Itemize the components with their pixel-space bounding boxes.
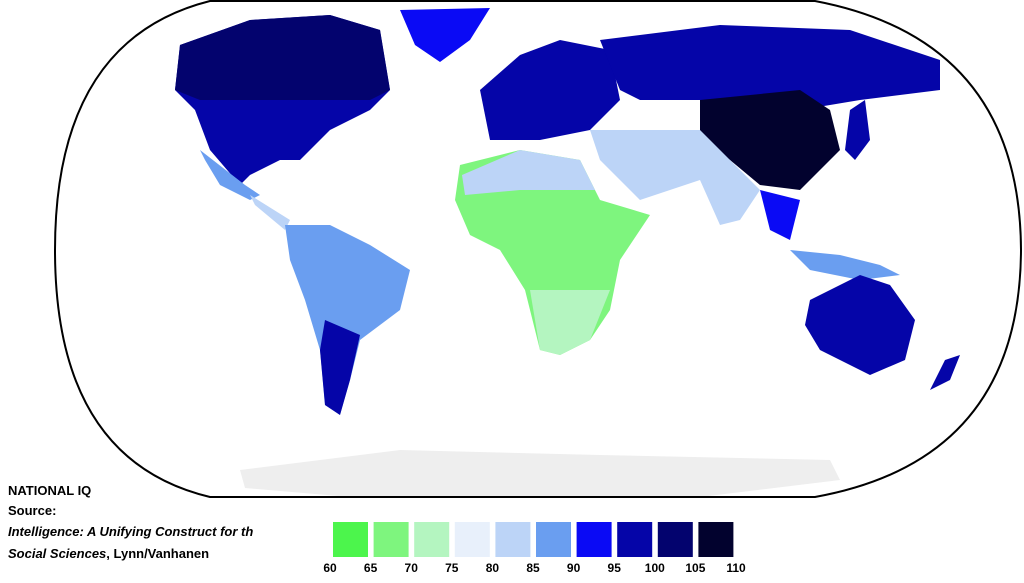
source-authors: , Lynn/Vanhanen	[106, 546, 209, 561]
china	[700, 90, 840, 190]
argentina	[320, 320, 360, 415]
legend-tick-label: 110	[726, 561, 746, 575]
antarctica	[240, 450, 840, 497]
source-citation: Social Sciences, Lynn/Vanhanen	[8, 546, 209, 561]
legend-tick-label: 105	[685, 561, 705, 575]
australia	[805, 275, 915, 375]
central-america	[250, 195, 290, 230]
middle-east-south-asia	[590, 130, 760, 225]
legend-swatch	[495, 522, 531, 557]
legend-tick-label: 95	[608, 561, 622, 575]
legend-swatch	[657, 522, 693, 557]
japan	[845, 100, 870, 160]
legend-tick-label: 60	[323, 561, 337, 575]
legend-swatch	[576, 522, 612, 557]
source-title: Intelligence: A Unifying Construct for t…	[8, 524, 253, 539]
map-title: NATIONAL IQ	[8, 483, 91, 498]
southern-africa	[530, 290, 610, 355]
canada	[175, 15, 390, 100]
southeast-asia	[760, 190, 800, 240]
mexico	[200, 150, 260, 200]
indonesia	[790, 250, 900, 280]
greenland	[400, 8, 490, 62]
map-frame	[53, 0, 1023, 498]
russia	[600, 25, 940, 110]
legend-swatch	[373, 522, 409, 557]
europe	[480, 40, 620, 140]
legend: 60 65 70 75 80 85 90 95 100 105 110	[323, 522, 746, 575]
legend-tick-label: 75	[445, 561, 459, 575]
legend-tick-label: 65	[364, 561, 378, 575]
source-label: Source:	[8, 503, 56, 518]
legend-tick-label: 90	[567, 561, 581, 575]
legend-swatch	[414, 522, 450, 557]
legend-tick-label: 80	[486, 561, 500, 575]
legend-swatch	[536, 522, 571, 557]
south-america	[285, 225, 410, 415]
legend-swatch	[617, 522, 653, 557]
legend-swatch	[333, 522, 368, 557]
legend-tick-label: 100	[645, 561, 665, 575]
source-title: Social Sciences	[8, 546, 106, 561]
north-africa	[462, 150, 595, 195]
new-zealand	[930, 355, 960, 390]
legend-swatch	[698, 522, 734, 557]
legend-tick-label: 85	[526, 561, 540, 575]
legend-tick-label: 70	[405, 561, 419, 575]
legend-swatch	[454, 522, 490, 557]
